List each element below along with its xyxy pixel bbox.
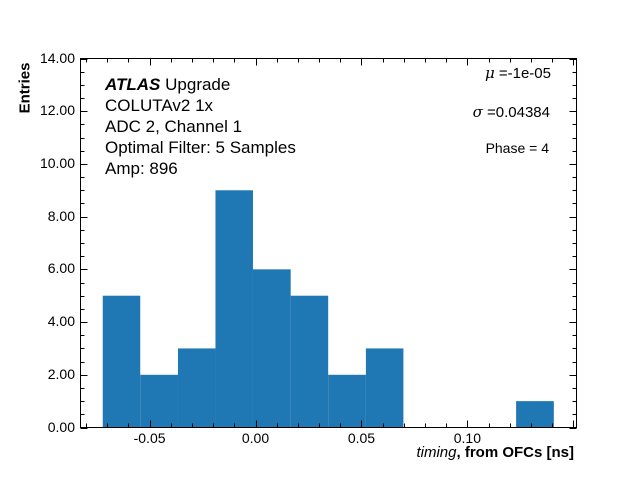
- annotation-line-1: COLUTAv2 1x: [105, 96, 214, 115]
- sigma-value: =0.04384: [482, 104, 550, 121]
- y-tick-label: 8.00: [47, 207, 75, 224]
- histogram-bar: [215, 190, 253, 428]
- axis-ticks: [80, 58, 577, 429]
- y-tick-label: 14.00: [39, 49, 75, 66]
- histogram-bar: [177, 348, 216, 428]
- x-axis-label-bold: , from OFCs [ns]: [456, 444, 574, 461]
- x-tick-label: 0.10: [453, 430, 481, 446]
- histogram-bar: [516, 401, 554, 428]
- atlas-bold: ATLAS: [105, 75, 161, 94]
- x-tick-label: 0.05: [347, 430, 376, 446]
- annotation-line-4: Amp: 896: [105, 159, 178, 178]
- histogram-bar: [290, 295, 329, 428]
- atlas-upgrade: Upgrade: [160, 75, 231, 94]
- mean-stat: μ =-1e-05: [485, 64, 551, 82]
- y-axis-label: Entries: [16, 62, 34, 114]
- x-tick-label: 0.00: [241, 430, 270, 446]
- histogram-bar: [140, 374, 178, 428]
- sigma-symbol: σ: [472, 103, 483, 121]
- x-tick-label: -0.05: [133, 430, 166, 446]
- y-tick-label: 2.00: [47, 365, 75, 382]
- y-tick-label: 12.00: [39, 102, 75, 119]
- x-axis-label: timing, from OFCs [ns]: [416, 444, 574, 461]
- x-axis-label-italic: timing: [416, 444, 457, 461]
- y-tick-label: 0.00: [47, 418, 75, 435]
- y-tick-label: 10.00: [39, 154, 75, 171]
- histogram-bar: [252, 269, 291, 428]
- mu-symbol: μ: [484, 64, 495, 82]
- phase-label: Phase = 4: [485, 140, 549, 156]
- sigma-stat: σ =0.04384: [473, 103, 550, 121]
- histogram-bars: [102, 190, 554, 428]
- histogram-bar: [102, 295, 141, 428]
- histogram-bar: [365, 348, 404, 428]
- histogram-bar: [328, 374, 366, 428]
- y-tick-label: 6.00: [47, 260, 75, 277]
- atlas-label: ATLAS Upgrade: [105, 75, 230, 95]
- annotation-line-3: Optimal Filter: 5 Samples: [105, 138, 296, 157]
- axes-frame: [80, 58, 577, 428]
- annotation-line-2: ADC 2, Channel 1: [105, 117, 243, 136]
- mu-value: =-1e-05: [494, 65, 551, 82]
- y-tick-label: 4.00: [47, 313, 75, 330]
